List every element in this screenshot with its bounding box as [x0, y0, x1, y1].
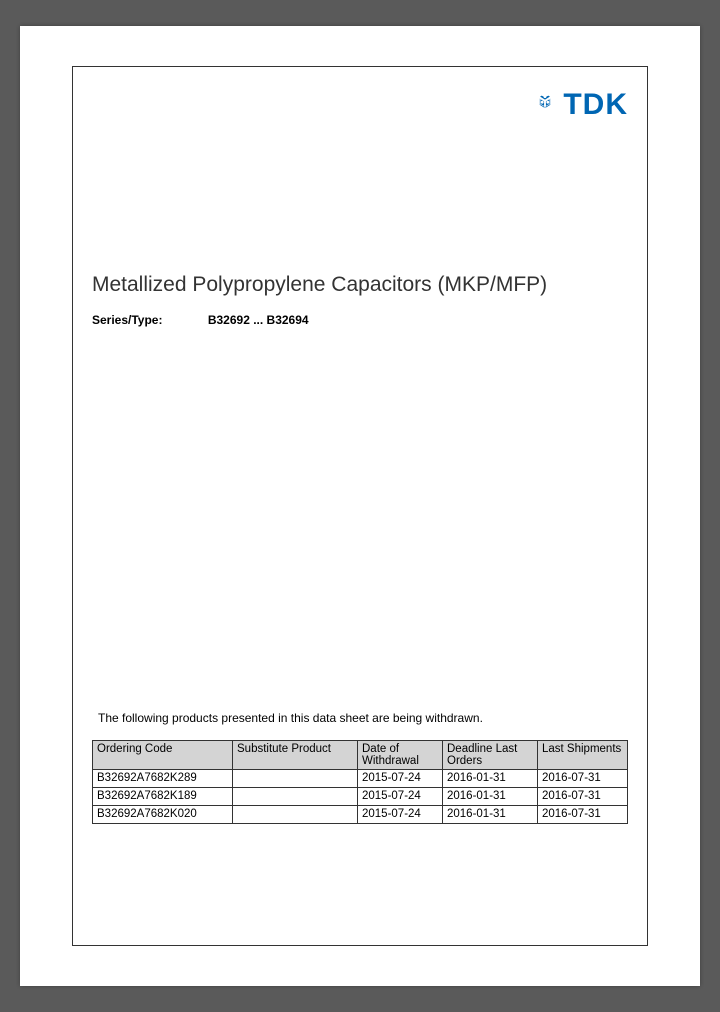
cell-withdrawal: 2015-07-24: [358, 806, 443, 824]
table-header-row: Ordering Code Substitute Product Date of…: [93, 741, 628, 770]
table-header-ordering-code: Ordering Code: [93, 741, 233, 770]
tdk-logo: TDK: [531, 88, 628, 122]
table-header-deadline: Deadline Last Orders: [443, 741, 538, 770]
table-header-substitute: Substitute Product: [233, 741, 358, 770]
table-row: B32692A7682K020 2015-07-24 2016-01-31 20…: [93, 806, 628, 824]
cell-shipments: 2016-07-31: [538, 788, 628, 806]
table-row: B32692A7682K189 2015-07-24 2016-01-31 20…: [93, 788, 628, 806]
tdk-logo-icon: [531, 91, 559, 119]
withdrawal-notice: The following products presented in this…: [98, 711, 483, 725]
table-header-shipments: Last Shipments: [538, 741, 628, 770]
cell-substitute: [233, 806, 358, 824]
cell-withdrawal: 2015-07-24: [358, 788, 443, 806]
table-header-withdrawal: Date of Withdrawal: [358, 741, 443, 770]
cell-ordering-code: B32692A7682K189: [93, 788, 233, 806]
tdk-logo-text: TDK: [563, 88, 628, 122]
cell-withdrawal: 2015-07-24: [358, 770, 443, 788]
cell-shipments: 2016-07-31: [538, 806, 628, 824]
cell-deadline: 2016-01-31: [443, 806, 538, 824]
table-row: B32692A7682K289 2015-07-24 2016-01-31 20…: [93, 770, 628, 788]
cell-shipments: 2016-07-31: [538, 770, 628, 788]
series-value: B32692 ... B32694: [208, 313, 309, 327]
cell-deadline: 2016-01-31: [443, 788, 538, 806]
series-label: Series/Type:: [92, 313, 162, 327]
cell-deadline: 2016-01-31: [443, 770, 538, 788]
withdrawal-table: Ordering Code Substitute Product Date of…: [92, 740, 628, 824]
cell-ordering-code: B32692A7682K020: [93, 806, 233, 824]
document-page: TDK Metallized Polypropylene Capacitors …: [20, 26, 700, 986]
cell-substitute: [233, 770, 358, 788]
cell-ordering-code: B32692A7682K289: [93, 770, 233, 788]
series-type-line: Series/Type: B32692 ... B32694: [92, 313, 309, 327]
cell-substitute: [233, 788, 358, 806]
document-title: Metallized Polypropylene Capacitors (MKP…: [92, 273, 547, 297]
